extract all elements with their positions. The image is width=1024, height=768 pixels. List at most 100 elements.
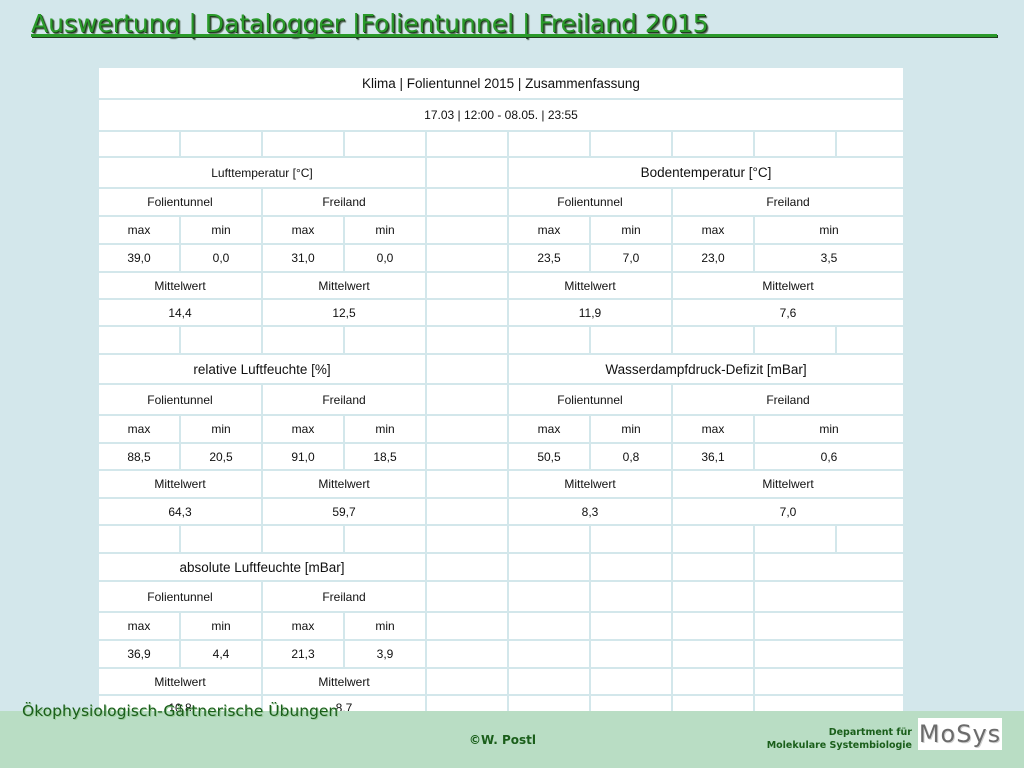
value-cell: 4,4 bbox=[181, 641, 261, 667]
col-header-min: min bbox=[345, 613, 425, 639]
mosys-logo: MoSys bbox=[918, 718, 1002, 750]
empty-cell bbox=[591, 641, 671, 667]
empty-cell bbox=[181, 132, 261, 156]
mean-label: Mittelwert bbox=[99, 471, 261, 497]
location-header: Folientunnel bbox=[99, 582, 261, 611]
empty-cell bbox=[99, 132, 179, 156]
page-title: Auswertung | Datalogger |Folientunnel | … bbox=[31, 9, 709, 38]
location-header: Folientunnel bbox=[99, 385, 261, 414]
mean-value: 11,9 bbox=[509, 300, 671, 325]
empty-cell bbox=[509, 641, 589, 667]
mean-value: 7,6 bbox=[673, 300, 903, 325]
empty-cell bbox=[181, 526, 261, 552]
empty-cell bbox=[427, 132, 507, 156]
empty-cell bbox=[509, 554, 589, 580]
empty-cell bbox=[427, 158, 507, 187]
empty-cell bbox=[755, 613, 903, 639]
col-header-min: min bbox=[181, 416, 261, 442]
mean-label: Mittelwert bbox=[673, 273, 903, 298]
value-cell: 36,9 bbox=[99, 641, 179, 667]
empty-cell bbox=[591, 554, 671, 580]
mean-label: Mittelwert bbox=[673, 471, 903, 497]
section-title-lufttemperatur: Lufttemperatur [°C] bbox=[99, 158, 425, 187]
empty-cell bbox=[427, 189, 507, 215]
empty-cell bbox=[427, 416, 507, 442]
empty-cell bbox=[591, 669, 671, 694]
empty-cell bbox=[591, 132, 671, 156]
empty-cell bbox=[263, 327, 343, 353]
value-cell: 23,0 bbox=[673, 245, 753, 271]
empty-cell bbox=[591, 526, 671, 552]
mean-value: 8,3 bbox=[509, 499, 671, 524]
empty-cell bbox=[755, 582, 903, 611]
empty-cell bbox=[427, 385, 507, 414]
empty-cell bbox=[755, 669, 903, 694]
empty-cell bbox=[673, 641, 753, 667]
empty-cell bbox=[509, 526, 589, 552]
title-underline bbox=[31, 34, 997, 37]
section-title-abs-luftfeuchte: absolute Luftfeuchte [mBar] bbox=[99, 554, 425, 580]
section-title-bodentemperatur: Bodentemperatur [°C] bbox=[509, 158, 903, 187]
col-header-max: max bbox=[99, 217, 179, 243]
location-header: Freiland bbox=[263, 385, 425, 414]
value-cell: 7,0 bbox=[591, 245, 671, 271]
mean-value: 7,0 bbox=[673, 499, 903, 524]
empty-cell bbox=[99, 526, 179, 552]
empty-cell bbox=[427, 641, 507, 667]
col-header-min: min bbox=[591, 416, 671, 442]
value-cell: 36,1 bbox=[673, 444, 753, 469]
col-header-min: min bbox=[181, 217, 261, 243]
col-header-max: max bbox=[509, 416, 589, 442]
col-header-max: max bbox=[263, 217, 343, 243]
empty-cell bbox=[673, 669, 753, 694]
empty-cell bbox=[427, 273, 507, 298]
value-cell: 3,5 bbox=[755, 245, 903, 271]
empty-cell bbox=[837, 526, 903, 552]
col-header-max: max bbox=[263, 613, 343, 639]
empty-cell bbox=[591, 327, 671, 353]
empty-cell bbox=[591, 613, 671, 639]
table-heading: Klima | Folientunnel 2015 | Zusammenfass… bbox=[99, 68, 903, 98]
empty-cell bbox=[837, 327, 903, 353]
empty-cell bbox=[755, 132, 835, 156]
empty-cell bbox=[755, 641, 903, 667]
value-cell: 50,5 bbox=[509, 444, 589, 469]
col-header-min: min bbox=[345, 416, 425, 442]
course-title: Ökophysiologisch-Gärtnerische Übungen bbox=[22, 702, 339, 720]
col-header-max: max bbox=[673, 217, 753, 243]
mean-value: 12,5 bbox=[263, 300, 425, 325]
empty-cell bbox=[427, 300, 507, 325]
value-cell: 88,5 bbox=[99, 444, 179, 469]
value-cell: 0,0 bbox=[181, 245, 261, 271]
section-title-wdd: Wasserdampfdruck-Defizit [mBar] bbox=[509, 355, 903, 383]
value-cell: 91,0 bbox=[263, 444, 343, 469]
mean-label: Mittelwert bbox=[509, 471, 671, 497]
location-header: Folientunnel bbox=[99, 189, 261, 215]
value-cell: 23,5 bbox=[509, 245, 589, 271]
value-cell: 0,6 bbox=[755, 444, 903, 469]
col-header-min: min bbox=[755, 217, 903, 243]
col-header-max: max bbox=[263, 416, 343, 442]
empty-cell bbox=[427, 613, 507, 639]
empty-cell bbox=[509, 582, 589, 611]
empty-cell bbox=[837, 132, 903, 156]
department-label: Department für Molekulare Systembiologie bbox=[767, 726, 912, 752]
empty-cell bbox=[345, 327, 425, 353]
mean-label: Mittelwert bbox=[263, 669, 425, 694]
empty-cell bbox=[427, 471, 507, 497]
value-cell: 21,3 bbox=[263, 641, 343, 667]
value-cell: 20,5 bbox=[181, 444, 261, 469]
location-header: Freiland bbox=[263, 189, 425, 215]
col-header-max: max bbox=[673, 416, 753, 442]
col-header-max: max bbox=[99, 416, 179, 442]
col-header-min: min bbox=[345, 217, 425, 243]
empty-cell bbox=[263, 526, 343, 552]
empty-cell bbox=[673, 132, 753, 156]
copyright: ©W. Postl bbox=[469, 733, 537, 747]
empty-cell bbox=[673, 613, 753, 639]
mean-label: Mittelwert bbox=[99, 669, 261, 694]
empty-cell bbox=[427, 499, 507, 524]
table-period: 17.03 | 12:00 - 08.05. | 23:55 bbox=[99, 100, 903, 130]
col-header-max: max bbox=[509, 217, 589, 243]
value-cell: 18,5 bbox=[345, 444, 425, 469]
